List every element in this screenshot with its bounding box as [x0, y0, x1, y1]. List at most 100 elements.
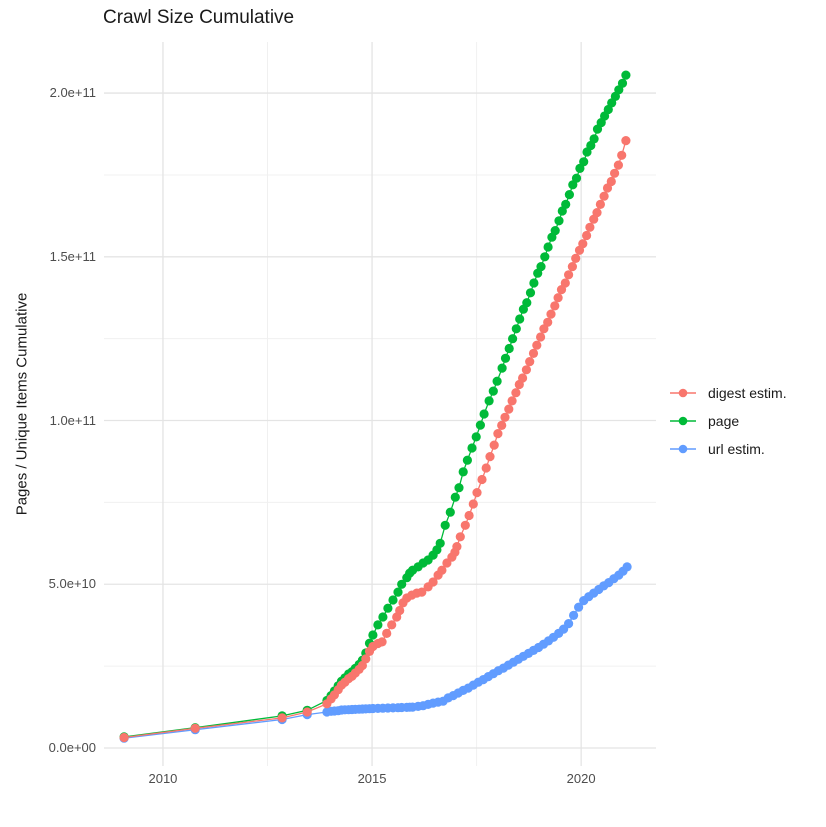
data-point	[497, 420, 507, 430]
data-point	[493, 429, 503, 439]
data-point	[592, 208, 602, 218]
data-point	[560, 278, 570, 288]
data-point	[622, 562, 632, 572]
data-point	[546, 309, 556, 319]
data-point	[479, 409, 489, 419]
data-point	[485, 452, 495, 462]
y-tick-label: 0.0e+00	[48, 739, 96, 755]
data-point	[387, 620, 397, 630]
y-tick-label: 2.0e+11	[49, 85, 96, 101]
data-point	[382, 628, 392, 639]
legend-item: page	[668, 407, 787, 435]
data-point	[378, 612, 388, 622]
chart-title: Crawl Size Cumulative	[103, 7, 295, 28]
data-point	[373, 620, 383, 630]
data-point	[579, 157, 589, 167]
data-point	[445, 507, 455, 517]
data-point	[417, 587, 427, 597]
data-point	[277, 713, 287, 723]
data-point	[467, 443, 477, 453]
data-point	[393, 587, 403, 597]
data-point	[508, 334, 518, 344]
data-point	[529, 278, 539, 288]
data-point	[484, 396, 494, 406]
data-point	[507, 396, 517, 406]
data-point	[564, 270, 574, 280]
data-point	[528, 348, 539, 358]
data-point	[489, 440, 499, 450]
data-point	[397, 579, 407, 589]
data-point	[525, 357, 535, 367]
data-point	[536, 262, 546, 272]
data-point	[471, 432, 481, 442]
data-point	[606, 176, 616, 187]
data-point	[511, 324, 521, 334]
data-point	[554, 216, 564, 226]
series-url-estim-	[119, 562, 632, 743]
data-point	[395, 605, 405, 616]
data-point	[536, 332, 546, 342]
legend-item: digest estim.	[668, 379, 787, 407]
data-point	[468, 499, 478, 509]
legend-key-icon	[670, 388, 696, 398]
legend-key-icon	[670, 444, 696, 454]
data-point	[481, 463, 491, 473]
data-point	[477, 474, 487, 485]
gridlines-major	[104, 42, 656, 766]
data-point	[504, 343, 514, 354]
data-point	[571, 173, 582, 183]
data-point	[497, 363, 507, 373]
data-point	[437, 565, 447, 575]
data-point	[475, 420, 485, 430]
data-point	[550, 226, 560, 236]
data-point	[119, 732, 129, 743]
legend-item: url estim.	[668, 435, 787, 463]
data-point	[543, 317, 553, 327]
x-tick-label: 2015	[357, 771, 387, 786]
legend-label: url estim.	[708, 441, 765, 457]
data-point	[435, 538, 445, 548]
series-line	[124, 566, 628, 739]
data-point	[504, 404, 514, 414]
data-point	[567, 262, 577, 272]
y-tick-label: 5.0e+10	[48, 576, 96, 592]
data-point	[564, 190, 574, 200]
data-point	[454, 483, 464, 493]
series-digest-estim-	[119, 136, 631, 743]
data-point	[532, 340, 542, 350]
data-point	[377, 637, 387, 647]
data-point	[522, 298, 532, 308]
data-point	[440, 520, 450, 530]
data-point	[488, 386, 498, 396]
data-point	[518, 373, 528, 383]
data-point	[553, 293, 563, 303]
data-point	[500, 353, 511, 363]
data-point	[595, 199, 605, 209]
data-point	[585, 222, 595, 232]
legend-label: digest estim.	[708, 385, 787, 401]
data-point	[610, 168, 620, 178]
data-point	[492, 376, 502, 386]
x-tick-label: 2010	[148, 771, 178, 786]
data-point	[550, 301, 560, 311]
legend-label: page	[708, 413, 740, 429]
plot-area	[104, 42, 656, 766]
data-point	[450, 492, 460, 502]
data-point	[621, 70, 631, 80]
data-point	[589, 134, 599, 144]
data-point	[428, 577, 438, 587]
y-tick-label: 1.0e+11	[49, 412, 96, 428]
data-point	[569, 610, 579, 621]
gridlines-minor	[104, 42, 656, 766]
data-point	[540, 252, 550, 262]
data-point	[613, 160, 623, 170]
data-point	[515, 314, 525, 324]
data-point	[383, 603, 393, 613]
data-point	[455, 532, 465, 542]
data-point	[599, 191, 609, 201]
data-point	[525, 288, 536, 298]
data-point	[388, 595, 398, 605]
data-point	[460, 520, 470, 530]
data-point	[543, 242, 553, 252]
data-point	[464, 510, 474, 521]
